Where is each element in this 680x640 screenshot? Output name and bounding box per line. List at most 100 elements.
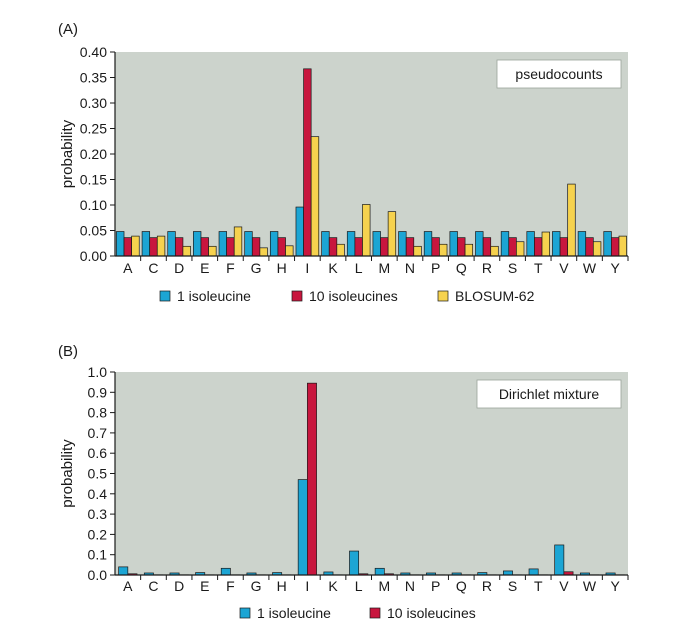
bar-one_isoleucine-A <box>116 231 125 257</box>
y-tick-label: 0.10 <box>80 197 107 213</box>
y-axis-title: probability <box>59 439 76 508</box>
bar-one_isoleucine-G <box>244 231 253 257</box>
bar-blosum62-K <box>336 243 345 257</box>
y-tick-label: 0.05 <box>80 223 107 239</box>
y-axis-title: probability <box>59 119 76 188</box>
x-tick-label-W: W <box>583 578 597 594</box>
bar-ten_isoleucines-F <box>226 237 235 257</box>
bar-ten_isoleucines-M <box>380 237 389 257</box>
legend-swatch-blosum62 <box>437 290 449 302</box>
chart-panel-a: (A) 0.00 0.05 0.10 0.15 0.20 0.25 0.30 0.35 0.40 A… <box>58 21 629 304</box>
legend-label-blosum62: BLOSUM-62 <box>455 288 535 304</box>
y-tick-label: 0.00 <box>80 248 107 264</box>
bar-one_isoleucine-L <box>349 550 360 576</box>
x-tick-label-V: V <box>559 260 569 276</box>
x-tick-label-S: S <box>508 578 517 594</box>
bar-one_isoleucine-V <box>554 544 565 576</box>
bar-one_isoleucine-Q <box>449 231 458 257</box>
x-tick-label-D: D <box>174 260 184 276</box>
bar-ten_isoleucines-L <box>354 237 363 257</box>
legend-label-ten_isoleucines: 10 isoleucines <box>387 605 476 621</box>
bar-one_isoleucine-W <box>577 231 587 257</box>
x-tick-label-G: G <box>251 260 262 276</box>
x-tick-label-E: E <box>200 578 209 594</box>
bar-ten_isoleucines-S <box>508 237 517 257</box>
bar-one_isoleucine-Y <box>603 231 612 257</box>
x-tick-label-M: M <box>378 260 390 276</box>
annotation-label: pseudocounts <box>515 66 602 82</box>
x-tick-label-P: P <box>431 260 440 276</box>
x-tick-label-F: F <box>226 260 235 276</box>
y-tick-label: 0.20 <box>80 146 107 162</box>
bar-one_isoleucine-T <box>528 568 539 576</box>
bar-one_isoleucine-I <box>297 479 308 576</box>
legend-swatch-one_isoleucine <box>239 607 251 619</box>
annotation-box <box>476 379 622 409</box>
x-tick-label-K: K <box>328 260 338 276</box>
legend-swatch-ten_isoleucines <box>369 607 381 619</box>
bar-blosum62-P <box>439 243 448 257</box>
bar-one_isoleucine-T <box>526 231 535 257</box>
y-tick-label: 0.1 <box>88 547 108 563</box>
bar-blosum62-G <box>259 247 268 257</box>
x-tick-label-I: I <box>305 578 309 594</box>
legend-label-ten_isoleucines: 10 isoleucines <box>309 288 398 304</box>
bar-ten_isoleucines-W <box>585 237 594 257</box>
bar-ten_isoleucines-G <box>251 237 261 257</box>
bar-one_isoleucine-L <box>346 231 356 257</box>
bar-one_isoleucine-R <box>475 231 484 257</box>
x-tick-label-C: C <box>148 260 158 276</box>
bar-blosum62-C <box>156 235 166 257</box>
x-tick-label-V: V <box>559 578 569 594</box>
bar-ten_isoleucines-T <box>534 237 543 257</box>
x-tick-label-I: I <box>305 260 309 276</box>
x-tick-label-K: K <box>328 578 338 594</box>
y-tick-label: 0.6 <box>88 445 108 461</box>
bar-one_isoleucine-S <box>500 231 510 257</box>
bar-ten_isoleucines-K <box>328 237 338 257</box>
x-tick-label-G: G <box>251 578 262 594</box>
bar-ten_isoleucines-V <box>559 237 569 257</box>
bar-ten_isoleucines-Y <box>611 237 620 257</box>
x-tick-label-A: A <box>123 578 133 594</box>
bar-blosum62-D <box>182 245 191 257</box>
bar-one_isoleucine-M <box>372 231 381 257</box>
bar-blosum62-N <box>413 245 422 257</box>
y-tick-label: 0.4 <box>88 486 108 502</box>
legend-label-one_isoleucine: 1 isoleucine <box>177 288 251 304</box>
bar-blosum62-F <box>233 226 243 257</box>
y-tick-label: 0.3 <box>88 506 108 522</box>
bar-one_isoleucine-E <box>193 231 202 257</box>
bar-blosum62-H <box>285 245 294 257</box>
x-tick-label-P: P <box>431 578 440 594</box>
x-tick-label-M: M <box>378 578 390 594</box>
y-tick-label: 0.30 <box>80 95 107 111</box>
bar-blosum62-T <box>541 231 550 257</box>
y-tick-label: 0.5 <box>88 466 108 482</box>
bar-blosum62-A <box>131 235 140 257</box>
bar-blosum62-I <box>310 136 320 257</box>
y-tick-label: 0.8 <box>88 405 108 421</box>
legend-label-one_isoleucine: 1 isoleucine <box>257 605 331 621</box>
bar-ten_isoleucines-I <box>303 68 312 257</box>
bar-blosum62-L <box>362 204 371 257</box>
bar-one_isoleucine-F <box>220 567 231 576</box>
bar-ten_isoleucines-E <box>200 237 209 257</box>
x-tick-label-T: T <box>534 260 543 276</box>
x-tick-label-Y: Y <box>611 578 621 594</box>
bar-one_isoleucine-D <box>167 231 176 257</box>
bar-ten_isoleucines-A <box>123 237 132 257</box>
y-tick-label: 1.0 <box>88 364 108 380</box>
x-tick-label-L: L <box>355 578 363 594</box>
x-tick-label-N: N <box>405 578 415 594</box>
annotation-box <box>496 59 622 89</box>
y-tick-label: 0.2 <box>88 526 108 542</box>
y-tick-label: 0.40 <box>80 44 107 60</box>
bar-one_isoleucine-I <box>295 206 304 257</box>
panel-label: (B) <box>58 343 78 360</box>
bar-blosum62-Y <box>618 235 627 257</box>
x-tick-label-H: H <box>277 578 287 594</box>
bar-blosum62-W <box>592 241 602 257</box>
x-tick-label-C: C <box>148 578 158 594</box>
x-tick-label-E: E <box>200 260 209 276</box>
